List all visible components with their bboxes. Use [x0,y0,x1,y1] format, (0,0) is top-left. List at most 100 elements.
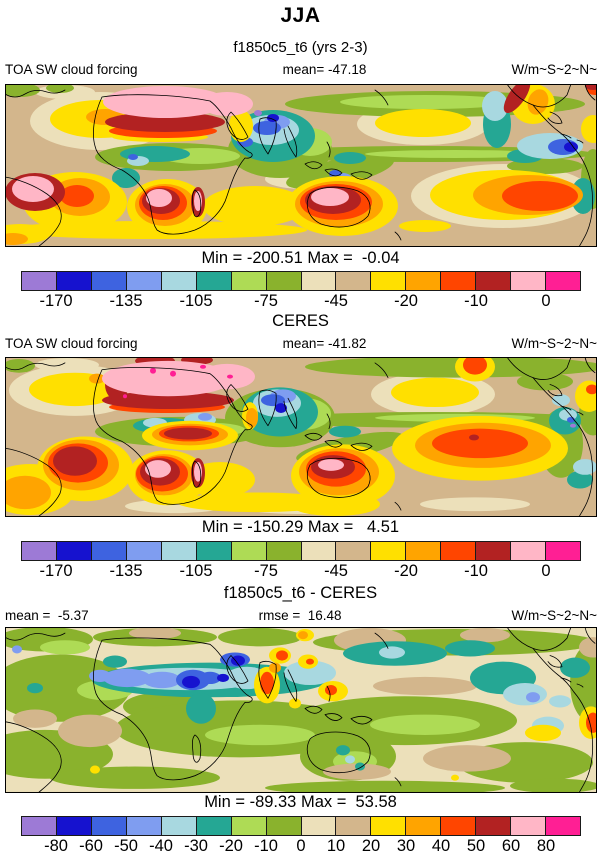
colorbar-tick-label: -20 [219,837,243,855]
colorbar-difference-ticks: -80 -60 -50 -40 -30 -20 -10 0 10 20 30 40 50 60 80 [21,837,581,857]
map-model [5,84,597,247]
panel3-minmax: Min = -89.33 Max = 53.58 [204,793,397,811]
colorbar-segment [22,817,57,835]
colorbar-segment [161,272,197,290]
colorbar-tick-label: 0 [541,292,551,310]
panel3-header: mean = -5.37 rmse = 16.48 W/m~S~2~N~ [5,608,597,623]
colorbar-tick-label: -10 [464,562,488,580]
map-observation [5,357,597,517]
colorbar-tick-label: -45 [324,292,348,310]
colorbar-segment [441,542,477,560]
colorbar-segment [336,817,372,835]
colorbar-tick-label: -30 [184,837,208,855]
colorbar-tick-label: 40 [431,837,451,855]
colorbar-tick-label: -75 [254,292,278,310]
colorbar-segment [91,272,127,290]
colorbar-segment [301,542,337,560]
colorbar-model [21,271,581,291]
colorbar-segment [91,817,127,835]
colorbar-segment [511,542,547,560]
colorbar-observation [21,541,581,561]
colorbar-tick-label: -10 [464,292,488,310]
case-title: f1850c5_t6 (yrs 2-3) [233,39,368,56]
colorbar-segment [441,817,477,835]
colorbar-segment [301,272,337,290]
colorbar-tick-label: -170 [39,562,73,580]
colorbar-segment [161,817,197,835]
panel3-section-title: f1850c5_t6 - CERES [223,584,378,602]
panel2-units-label: W/m~S~2~N~ [511,336,597,351]
colorbar-tick-label: 30 [396,837,416,855]
colorbar-segment [231,817,267,835]
colorbar-segment [371,542,407,560]
colorbar-segment [196,542,232,560]
colorbar-segment [511,272,547,290]
panel1-header: TOA SW cloud forcing mean= -47.18 W/m~S~… [5,62,597,77]
panel2-header: TOA SW cloud forcing mean= -41.82 W/m~S~… [5,336,597,351]
colorbar-model-ticks: -170 -135 -105 -75 -45 -20 -10 0 [21,292,581,312]
colorbar-segment [336,542,372,560]
colorbar-tick-label: -45 [324,562,348,580]
colorbar-tick-label: 50 [466,837,486,855]
colorbar-tick-label: -135 [109,562,143,580]
colorbar-segment [266,542,302,560]
colorbar-segment [476,817,512,835]
colorbar-segment [371,272,407,290]
colorbar-segment [126,272,162,290]
colorbar-segment [22,272,57,290]
panel3-rmse-label: rmse = 16.48 [258,608,342,623]
panel1-mean-label: mean= -47.18 [282,62,367,77]
colorbar-segment [231,272,267,290]
colorbar-segment [126,542,162,560]
panel2-variable-label: TOA SW cloud forcing [5,336,138,351]
colorbar-segment [266,272,302,290]
colorbar-tick-label: -20 [394,292,418,310]
colorbar-tick-label: -75 [254,562,278,580]
colorbar-segment [476,272,512,290]
colorbar-tick-label: -80 [44,837,68,855]
colorbar-segment [56,542,92,560]
colorbar-segment [336,272,372,290]
colorbar-segment [441,272,477,290]
colorbar-segment [406,817,442,835]
panel2-mean-label: mean= -41.82 [282,336,367,351]
colorbar-segment [511,817,547,835]
colorbar-segment [161,542,197,560]
colorbar-tick-label: 0 [296,837,306,855]
colorbar-tick-label: -105 [179,562,213,580]
panel3-mean-label: mean = -5.37 [5,608,89,623]
colorbar-segment [231,542,267,560]
colorbar-difference [21,816,581,836]
colorbar-segment [301,817,337,835]
colorbar-segment [546,542,580,560]
colorbar-tick-label: 0 [541,562,551,580]
panel2-section-title: CERES [272,312,329,330]
panel1-units-label: W/m~S~2~N~ [511,62,597,77]
colorbar-tick-label: -50 [114,837,138,855]
colorbar-tick-label: -135 [109,292,143,310]
colorbar-tick-label: 60 [501,837,521,855]
colorbar-segment [22,542,57,560]
panel3-units-label: W/m~S~2~N~ [511,608,597,623]
colorbar-tick-label: -60 [79,837,103,855]
colorbar-segment [476,542,512,560]
colorbar-segment [196,272,232,290]
colorbar-observation-ticks: -170 -135 -105 -75 -45 -20 -10 0 [21,562,581,582]
colorbar-segment [266,817,302,835]
colorbar-segment [546,272,580,290]
colorbar-segment [196,817,232,835]
colorbar-segment [406,542,442,560]
colorbar-segment [406,272,442,290]
panel1-minmax: Min = -200.51 Max = -0.04 [201,249,400,267]
colorbar-tick-label: -40 [149,837,173,855]
panel1-variable-label: TOA SW cloud forcing [5,62,138,77]
colorbar-segment [91,542,127,560]
colorbar-segment [546,817,580,835]
colorbar-segment [56,272,92,290]
panel2-minmax: Min = -150.29 Max = 4.51 [201,518,400,536]
colorbar-segment [126,817,162,835]
colorbar-tick-label: 20 [361,837,381,855]
colorbar-segment [371,817,407,835]
season-title: JJA [280,4,321,27]
